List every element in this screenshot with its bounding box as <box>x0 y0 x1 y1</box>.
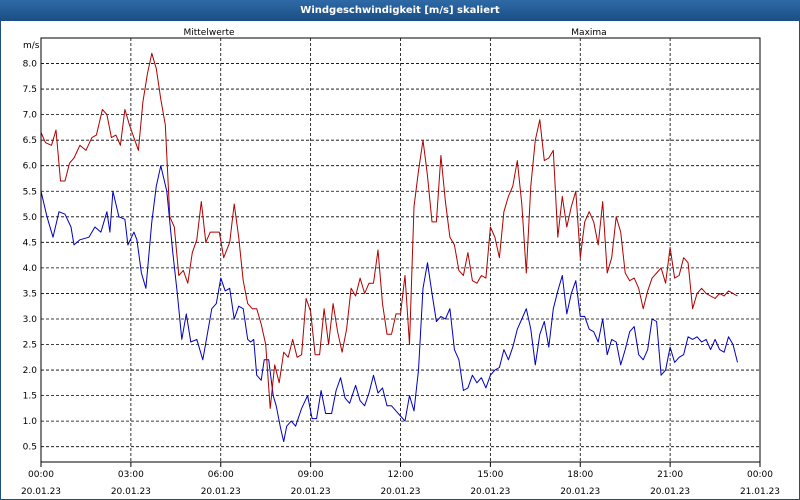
y-tick-label-9: 5.0 <box>23 213 38 223</box>
y-axis-ticks: 0.5 1.0 1.5 2.0 2.5 3.0 3.5 4.0 4.5 5.0 5.5 6.0 6.5 7… <box>23 60 38 453</box>
x-tick-date-1: 20.01.23 <box>111 487 151 497</box>
x-tick-time-7: 21:00 <box>657 470 683 480</box>
y-tick-label-15: 8.0 <box>23 60 38 70</box>
y-tick-label-11: 6.0 <box>23 162 38 172</box>
y-tick-label-14: 7.5 <box>23 85 37 95</box>
series-line-1 <box>40 52 738 409</box>
chart-title: Windgeschwindigkeit [m/s] skaliert <box>0 0 800 20</box>
x-tick-time-3: 09:00 <box>298 470 324 480</box>
line-chart: m/s Mittelwerte Maxima 0.5 1.0 1.5 2.0 2.5 3.… <box>21 28 780 497</box>
y-tick-label-3: 2.0 <box>23 366 38 376</box>
x-tick-date-8: 21.01.23 <box>740 487 780 497</box>
y-axis-label: m/s <box>23 41 40 51</box>
x-axis-ticks: 00:00 20.01.23 03:00 20.01.23 06:00 20.01.23 0… <box>21 462 780 497</box>
y-tick-label-5: 3.0 <box>23 315 38 325</box>
x-tick-time-0: 00:00 <box>28 470 54 480</box>
y-tick-label-13: 7.0 <box>23 111 38 121</box>
y-tick-label-1: 1.0 <box>23 417 38 427</box>
y-tick-label-12: 6.5 <box>23 136 37 146</box>
x-tick-time-2: 06:00 <box>208 470 234 480</box>
series-line-0 <box>40 165 738 443</box>
y-tick-label-2: 1.5 <box>23 392 37 402</box>
y-tick-label-6: 3.5 <box>23 289 37 299</box>
x-tick-date-6: 20.01.23 <box>560 487 600 497</box>
chart-frame: m/s Mittelwerte Maxima 0.5 1.0 1.5 2.0 2.5 3.… <box>0 20 800 500</box>
legend-mittelwerte: Mittelwerte <box>183 28 234 38</box>
y-tick-label-7: 4.0 <box>23 264 38 274</box>
plot-series <box>40 52 738 443</box>
x-tick-date-4: 20.01.23 <box>380 487 420 497</box>
y-tick-label-10: 5.5 <box>23 187 37 197</box>
x-tick-time-6: 18:00 <box>567 470 593 480</box>
x-tick-time-4: 12:00 <box>388 470 414 480</box>
x-tick-date-5: 20.01.23 <box>470 487 510 497</box>
y-tick-label-8: 4.5 <box>23 238 37 248</box>
x-tick-date-2: 20.01.23 <box>201 487 241 497</box>
x-tick-time-1: 03:00 <box>118 470 144 480</box>
x-tick-date-0: 20.01.23 <box>21 487 61 497</box>
x-tick-date-7: 20.01.23 <box>650 487 690 497</box>
y-tick-label-0: 0.5 <box>23 443 37 453</box>
x-tick-time-8: 00:00 <box>747 470 773 480</box>
legend-maxima: Maxima <box>571 28 606 38</box>
y-tick-label-4: 2.5 <box>23 341 37 351</box>
x-tick-date-3: 20.01.23 <box>291 487 331 497</box>
x-tick-time-5: 15:00 <box>477 470 503 480</box>
